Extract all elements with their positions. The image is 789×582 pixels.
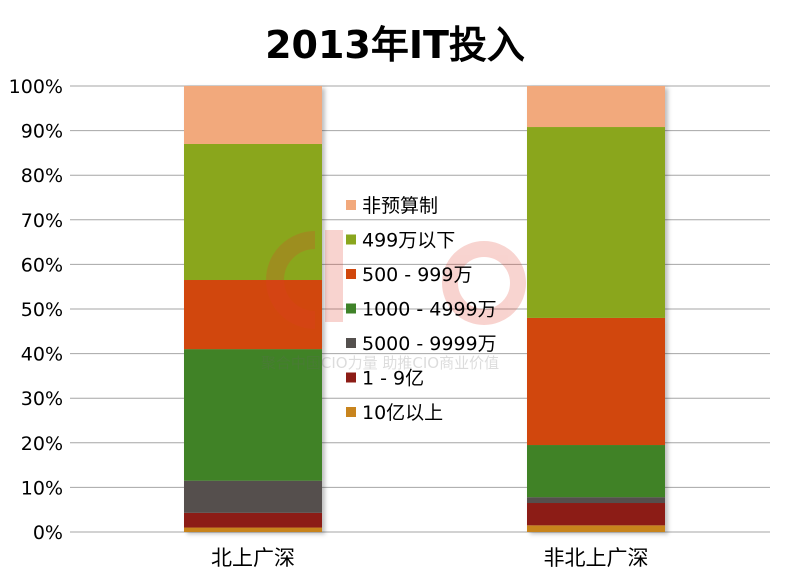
bar-segment bbox=[527, 503, 665, 526]
x-tick-label: 非北上广深 bbox=[544, 546, 649, 570]
watermark-tagline: 聚合中国CIO力量 助推CIO商业价值 bbox=[261, 354, 499, 372]
y-tick-label: 30% bbox=[21, 388, 63, 410]
legend-swatch bbox=[346, 269, 356, 279]
y-axis-ticks: 0% 10% 20% 30% 40% 50% 60% 70% 80% 90% 100% bbox=[9, 76, 63, 544]
legend: 非预算制 499万以下 500 - 999万 1000 - 4999万 5000 - 9… bbox=[346, 195, 497, 424]
bar-segment bbox=[527, 86, 665, 128]
bar-segment bbox=[184, 280, 322, 350]
cio-watermark-logo: 聚合中国CIO力量 助推CIO商业价值 bbox=[261, 230, 526, 372]
bars bbox=[184, 86, 665, 532]
legend-label: 10亿以上 bbox=[362, 402, 443, 424]
legend-swatch bbox=[346, 338, 356, 348]
chart-title: 2013年IT投入 bbox=[265, 23, 525, 67]
legend-swatch bbox=[346, 200, 356, 210]
legend-label: 500 - 999万 bbox=[362, 264, 472, 286]
legend-label: 非预算制 bbox=[362, 195, 438, 217]
y-tick-label: 60% bbox=[21, 254, 63, 276]
legend-swatch bbox=[346, 234, 356, 245]
x-axis-labels: 北上广深 非北上广深 bbox=[211, 546, 649, 570]
bar-segment bbox=[184, 349, 322, 481]
y-tick-label: 100% bbox=[9, 76, 63, 98]
legend-label: 1 - 9亿 bbox=[362, 368, 424, 390]
bar-segment bbox=[527, 317, 665, 446]
y-tick-label: 70% bbox=[21, 210, 63, 232]
y-tick-label: 80% bbox=[21, 165, 63, 187]
y-tick-label: 20% bbox=[21, 433, 63, 455]
bar-segment bbox=[184, 143, 322, 281]
legend-label: 499万以下 bbox=[362, 230, 455, 252]
legend-swatch bbox=[346, 407, 356, 417]
y-tick-label: 40% bbox=[21, 344, 63, 366]
bar-segment bbox=[527, 497, 665, 504]
legend-swatch bbox=[346, 303, 356, 314]
legend-label: 1000 - 4999万 bbox=[362, 299, 497, 321]
bar-segment bbox=[184, 527, 322, 532]
y-tick-label: 50% bbox=[21, 299, 63, 321]
bar-segment bbox=[184, 512, 322, 528]
legend-swatch bbox=[346, 372, 356, 383]
y-tick-label: 10% bbox=[21, 477, 63, 499]
bar-segment bbox=[184, 86, 322, 144]
bar-segment bbox=[184, 480, 322, 513]
x-tick-label: 北上广深 bbox=[211, 546, 295, 570]
bar-stack bbox=[527, 86, 665, 532]
bar-segment bbox=[527, 525, 665, 532]
bar-segment bbox=[527, 445, 665, 498]
y-tick-label: 0% bbox=[33, 522, 63, 544]
bar-stack bbox=[184, 86, 322, 532]
y-tick-label: 90% bbox=[21, 121, 63, 143]
bar-segment bbox=[527, 127, 665, 318]
legend-label: 5000 - 9999万 bbox=[362, 333, 497, 355]
